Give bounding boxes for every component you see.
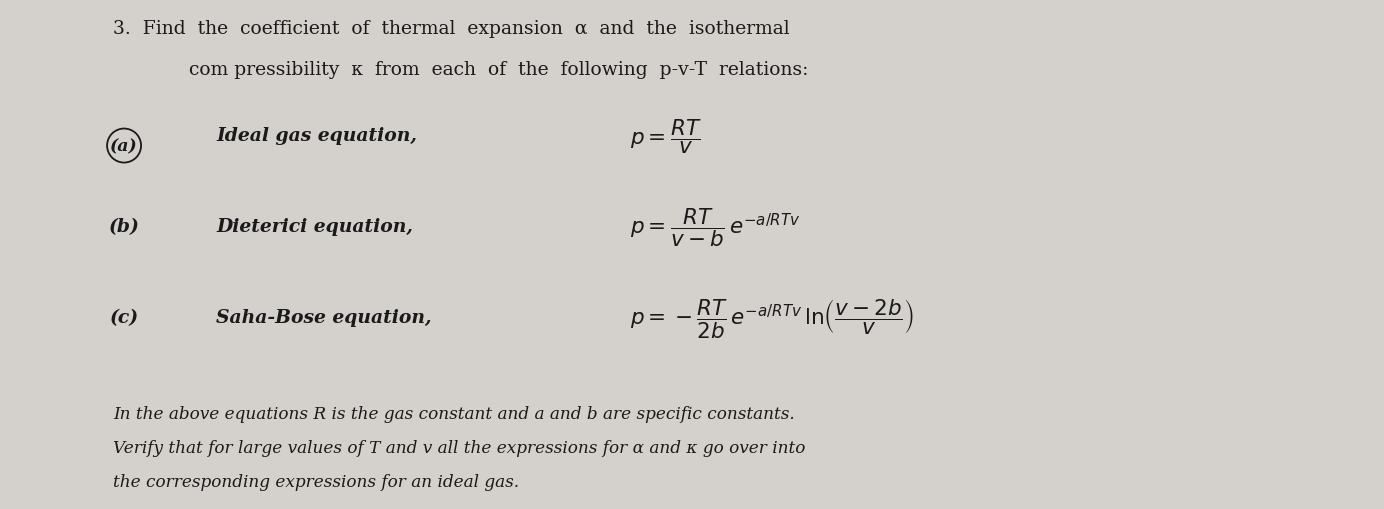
Text: Verify that for large values of T and v all the expressions for α and κ go over : Verify that for large values of T and v … [113, 439, 805, 456]
Text: $p = \dfrac{RT}{v-b}\,e^{-a/RTv}$: $p = \dfrac{RT}{v-b}\,e^{-a/RTv}$ [630, 206, 800, 248]
Text: 3.  Find  the  coefficient  of  thermal  expansion  α  and  the  isothermal: 3. Find the coefficient of thermal expan… [113, 20, 790, 38]
Text: (a): (a) [111, 138, 138, 155]
Text: $p = \dfrac{RT}{v}$: $p = \dfrac{RT}{v}$ [630, 117, 702, 156]
Text: $p = -\dfrac{RT}{2b}\,e^{-a/RTv}\,\ln\!\left(\dfrac{v-2b}{v}\right)$: $p = -\dfrac{RT}{2b}\,e^{-a/RTv}\,\ln\!\… [630, 296, 913, 339]
Text: (c): (c) [109, 308, 138, 326]
Text: (b): (b) [108, 218, 140, 236]
Text: com pressibility  κ  from  each  of  the  following  p-v-T  relations:: com pressibility κ from each of the foll… [188, 61, 808, 78]
Text: Dieterici equation,: Dieterici equation, [216, 218, 414, 236]
Text: Saha-Bose equation,: Saha-Bose equation, [216, 308, 432, 326]
Text: Ideal gas equation,: Ideal gas equation, [216, 127, 418, 145]
Text: the corresponding expressions for an ideal gas.: the corresponding expressions for an ide… [113, 473, 519, 491]
Text: In the above equations R is the gas constant and a and b are specific constants.: In the above equations R is the gas cons… [113, 406, 794, 422]
